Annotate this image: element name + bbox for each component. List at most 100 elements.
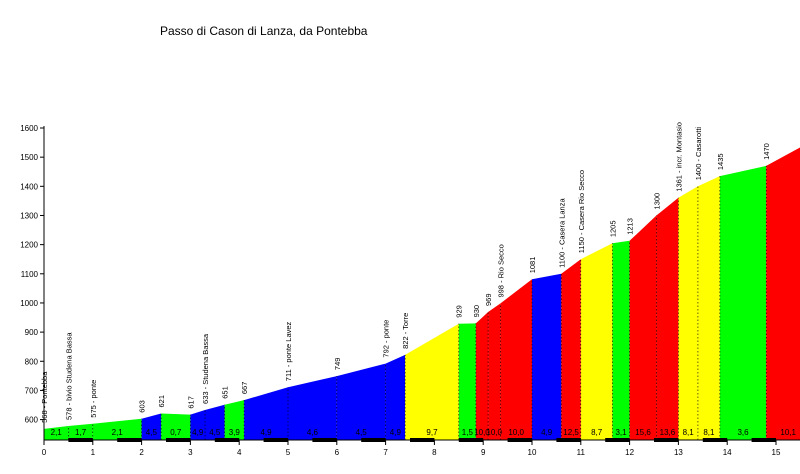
profile-segment-7 [205,404,225,440]
annotation-3: 575 - ponte [89,380,98,418]
y-tick-label-1600: 1600 [20,124,38,133]
profile-segment-5 [161,413,191,440]
grade-label-11: 4,5 [356,428,368,437]
annotation-1: 568 - Pontebba [40,371,49,423]
profile-segment-14 [458,323,476,440]
x-tick-label-13: 13 [674,448,683,457]
y-tick-label-1500: 1500 [20,153,38,162]
grade-label-18: 4,9 [541,428,553,437]
profile-segment-13 [405,323,459,440]
x-tick-label-1: 1 [91,448,96,457]
grade-label-23: 13,6 [660,428,676,437]
grade-label-13: 9,7 [426,428,438,437]
km-dividers [68,165,767,440]
profile-segment-26 [719,165,767,440]
profile-segment-22 [629,215,657,440]
y-tick-label-700: 700 [25,386,39,395]
annotation-9: 667 [240,382,249,395]
x-tick-label-15: 15 [772,448,781,457]
y-tick-label-800: 800 [25,357,39,366]
profile-segment-11 [336,363,386,440]
grade-label-5: 0,7 [170,428,182,437]
axes: 0 1 2 3 4 5 6 7 8 9 10 11 12 13 14 15600700800900100011… [20,124,800,457]
y-tick-label-1100: 1100 [21,270,39,279]
annotation-23: 1300 [652,193,661,210]
x-tick-label-5: 5 [286,448,291,457]
annotation-17: 998 - Rio Secco [496,244,505,297]
grade-label-25: 8,1 [703,428,715,437]
x-tick-label-11: 11 [577,448,586,457]
x-tick-label-0: 0 [42,448,47,457]
profile-segment-10 [288,376,337,440]
y-tick-label-1400: 1400 [20,182,38,191]
profile-segment-21 [612,240,630,440]
annotation-10: 711 - ponte Lavez [284,321,293,381]
x-tick-label-12: 12 [625,448,634,457]
profile-segment-23 [656,197,679,440]
grade-label-8: 3,9 [229,428,241,437]
annotation-15: 930 [472,305,481,318]
grade-label-16: 10,0 [486,428,502,437]
annotation-26: 1435 [716,153,725,170]
x-tick-label-2: 2 [139,448,144,457]
x-tick-label-4: 4 [237,448,242,457]
grade-label-17: 10,0 [508,428,524,437]
grade-label-27: 10,1 [780,428,796,437]
grade-label-15: 10,0 [474,428,490,437]
profile-segment-2 [68,423,93,440]
grade-label-4: 4,5 [146,428,158,437]
annotation-13: 822 - Torre [401,313,410,349]
annotation-5: 621 [157,395,166,408]
grade-label-10: 4,6 [307,428,319,437]
profile-segment-17 [500,279,532,440]
annotation-18: 1081 [528,257,537,274]
grade-labels: 2,1 1,7 2,1 4,5 0,7 4,9 4,5 3,9 4,9 4,6 4,5 4,9 9,7 1… [51,428,797,437]
grade-label-20: 8,7 [591,428,603,437]
grade-label-24: 8,1 [683,428,695,437]
grade-label-21: 3,1 [615,428,627,437]
profile-segment-3 [92,418,142,440]
annotation-19: 1100 - Casera Lanza [557,198,566,268]
annotation-22: 1213 [626,218,635,235]
annotation-6: 617 [186,396,195,409]
x-tick-label-7: 7 [383,448,388,457]
grade-label-26: 3,6 [737,428,749,437]
profile-segment-18 [532,273,562,440]
profile-segment-9 [244,387,288,440]
y-tick-label-900: 900 [25,328,39,337]
annotation-27: 1470 [762,143,771,160]
y-tick-label-600: 600 [25,416,39,425]
grade-label-22: 15,6 [635,428,651,437]
chart-title: Passo di Cason di Lanza, da Pontebba [160,24,368,38]
annotation-20: 1150 - Casera Rio Secco [577,170,586,253]
annotation-25: 1400 - Casarotti [694,127,703,181]
grade-label-19: 12,5 [563,428,579,437]
annotation-16: 969 [484,294,493,307]
grade-label-12: 4,9 [390,428,402,437]
x-tick-label-6: 6 [335,448,340,457]
profile-segment-1 [44,426,69,440]
x-tick-label-9: 9 [481,448,486,457]
annotation-8: 651 [221,386,230,399]
annotation-24: 1361 - incr. Montasio [674,122,683,192]
annotation-7: 633 - Studena Bassa [201,333,210,404]
profile-segment-19 [561,259,581,440]
y-tick-label-1300: 1300 [20,211,38,220]
grade-label-3: 2,1 [112,428,124,437]
profile-segment-12 [385,354,406,440]
annotation-11: 749 [333,358,342,371]
annotation-2: 578 - bivio Studena Bassa [64,332,73,420]
x-tick-label-3: 3 [188,448,193,457]
profile-segment-8 [224,400,245,440]
grade-label-7: 4,5 [209,428,221,437]
profile-segment-27 [766,147,800,440]
profile-segments [44,147,800,440]
annotation-14: 929 [455,305,464,318]
annotation-12: 792 - ponte [382,320,391,358]
grade-label-6: 4,9 [192,428,204,437]
x-tick-label-10: 10 [528,448,537,457]
grade-label-1: 2,1 [51,428,63,437]
y-tick-label-1200: 1200 [20,241,38,250]
profile-segment-25 [697,176,720,440]
